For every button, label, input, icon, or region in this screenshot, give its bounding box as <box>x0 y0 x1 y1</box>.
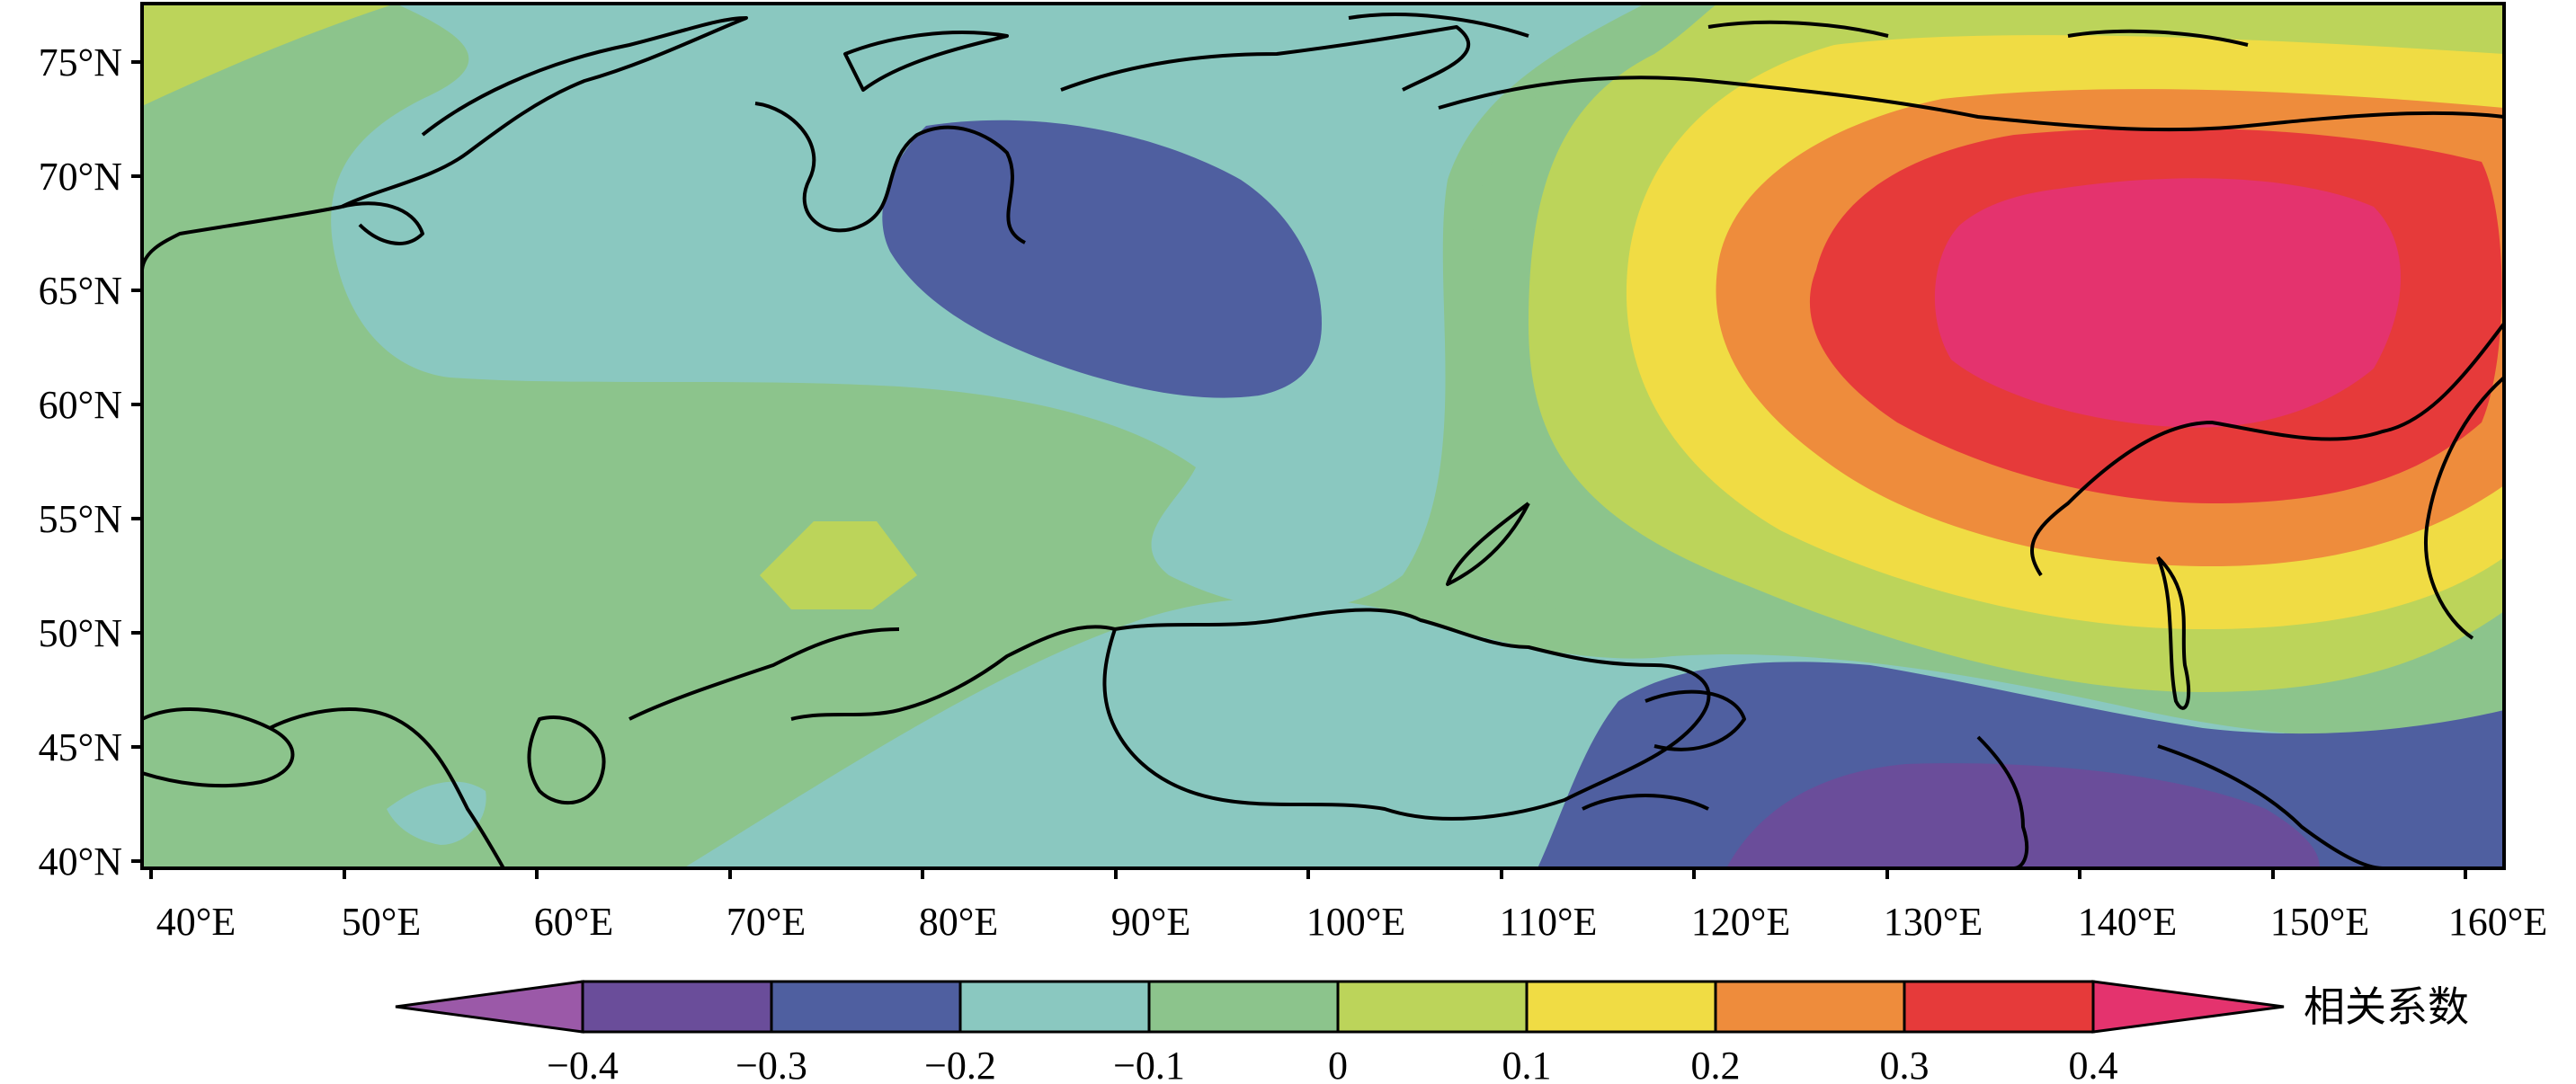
y-tick-labels: 75°N 70°N 65°N 60°N 55°N 50°N 45°N 40°N <box>39 40 122 884</box>
barents-coast <box>142 205 343 271</box>
y-axis <box>131 60 142 863</box>
taymyr-coast <box>1060 25 1471 92</box>
y-tick-label: 40°N <box>39 840 122 884</box>
colorbar-segment <box>1525 980 1717 1034</box>
black-sea <box>142 707 295 788</box>
colorbar-labels: −0.4 −0.3 −0.2 −0.1 0 0.1 0.2 0.3 0.4 <box>547 1044 2117 1084</box>
contour-level-above-0.4 <box>1934 178 2401 428</box>
colorbar-label: 0 <box>1328 1044 1348 1084</box>
caspian-sea <box>527 715 606 804</box>
colorbar-label: −0.2 <box>924 1044 996 1084</box>
x-tick-label: 70°E <box>726 900 806 944</box>
colorbar-segment-min-arrow <box>395 980 584 1034</box>
colorbar-label: −0.1 <box>1113 1044 1185 1084</box>
x-axis <box>149 868 2467 879</box>
colorbar-segment <box>958 980 1151 1034</box>
x-tick-label: 90°E <box>1111 900 1190 944</box>
x-tick-label: 130°E <box>1884 900 1983 944</box>
y-tick-label: 55°N <box>39 497 122 541</box>
contour-patch-0-0.1 <box>760 521 917 609</box>
y-tick-label: 65°N <box>39 269 122 313</box>
x-tick-label: 150°E <box>2270 900 2369 944</box>
x-tick-label: 160°E <box>2448 900 2547 944</box>
y-tick-label: 50°N <box>39 611 122 655</box>
china-coast <box>1582 689 1746 811</box>
colorbar-segment <box>770 980 962 1034</box>
colorbar-label: −0.4 <box>547 1044 619 1084</box>
x-tick-label: 140°E <box>2078 900 2177 944</box>
okhotsk-coast <box>2030 322 2504 577</box>
colorbar <box>395 980 2285 1034</box>
sakhalin <box>2156 555 2191 710</box>
x-tick-label: 100°E <box>1306 900 1405 944</box>
novaya-zemlya <box>843 31 1009 92</box>
korea-coast <box>1976 735 2029 868</box>
colorbar-segment <box>581 980 773 1034</box>
colorbar-label: −0.3 <box>735 1044 807 1084</box>
coastlines <box>142 13 2504 868</box>
colorbar-label: 0.3 <box>1880 1044 1930 1084</box>
contour-field <box>142 4 2504 868</box>
y-tick-label: 75°N <box>39 40 122 84</box>
colorbar-segment <box>1147 980 1340 1034</box>
contour-level-0-0.1-northwest <box>142 4 396 106</box>
arctic-coast-west <box>754 102 1026 244</box>
colorbar-segment <box>1903 980 2095 1034</box>
y-tick-label: 45°N <box>39 725 122 769</box>
x-tick-label: 120°E <box>1691 900 1790 944</box>
contour-level-neg0.3-neg0.2-north <box>882 120 1322 398</box>
x-tick-label: 60°E <box>534 900 613 944</box>
arctic-islands <box>1348 13 2249 47</box>
japan-coast <box>2157 744 2384 868</box>
kamchatka-coast <box>2424 376 2504 640</box>
white-sea <box>341 201 424 245</box>
x-tick-label: 110°E <box>1500 900 1598 944</box>
scandinavia-coast <box>341 16 748 209</box>
russia-south-border <box>269 627 900 868</box>
colorbar-title: 相关系数 <box>2304 982 2469 1031</box>
lake-baikal <box>1446 502 1530 586</box>
mongolia-border <box>1102 608 1711 821</box>
x-tick-label: 40°E <box>156 900 236 944</box>
colorbar-label: 0.2 <box>1691 1044 1741 1084</box>
colorbar-segment <box>1714 980 1906 1034</box>
plot-frame <box>140 2 2506 870</box>
x-tick-label: 50°E <box>342 900 421 944</box>
y-tick-label: 70°N <box>39 155 122 199</box>
y-tick-label: 60°N <box>39 383 122 427</box>
colorbar-segment <box>1336 980 1529 1034</box>
kazakhstan-border <box>790 625 1116 721</box>
x-tick-label: 80°E <box>919 900 998 944</box>
colorbar-label: 0.1 <box>1502 1044 1552 1084</box>
colorbar-segment-max-arrow <box>2091 980 2285 1034</box>
siberia-coast-east <box>1438 76 2504 132</box>
colorbar-label: 0.4 <box>2069 1044 2118 1084</box>
x-tick-labels: 40°E 50°E 60°E 70°E 80°E 90°E 100°E 110°… <box>156 900 2547 944</box>
